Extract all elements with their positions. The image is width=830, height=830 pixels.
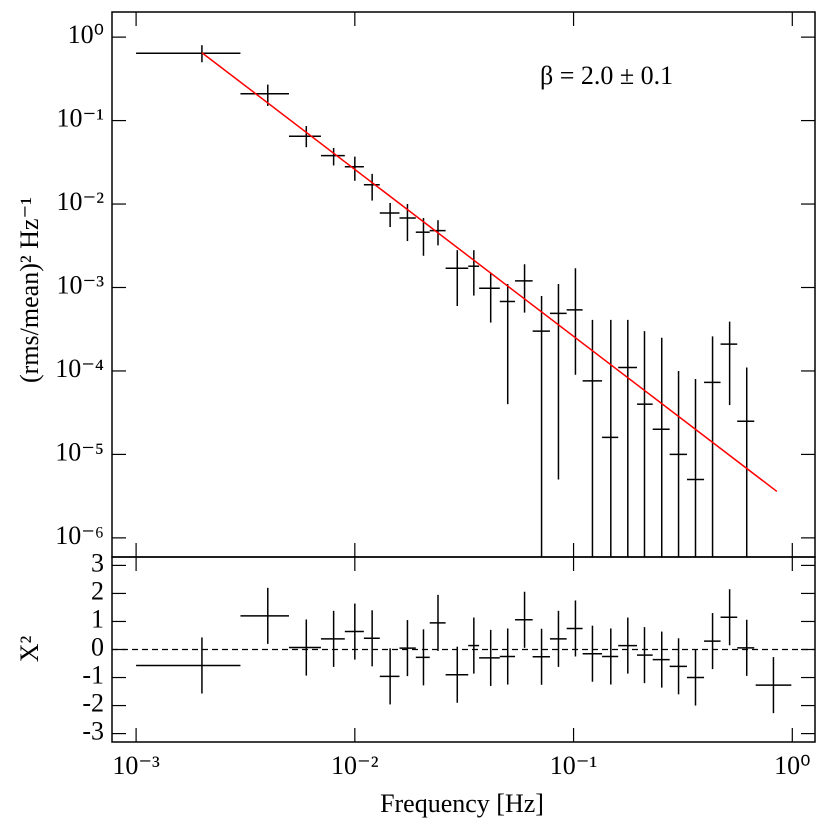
panel-frame [111, 11, 816, 558]
x-tick-label: 10⁻¹ [550, 751, 598, 780]
y-tick-label: 0 [91, 632, 104, 661]
y-tick-label: 10⁻¹ [56, 104, 104, 133]
y-tick-label: 3 [91, 548, 104, 577]
x-tick-label: 10⁻² [331, 751, 379, 780]
y-tick-label: -3 [82, 717, 104, 746]
y-tick-label: 10⁻⁶ [55, 521, 104, 550]
y-tick-label: -2 [82, 689, 104, 718]
y-tick-label: 1 [91, 604, 104, 633]
residual-axis-label: X² [15, 636, 44, 663]
x-tick-label: 10⁰ [774, 751, 810, 780]
annotation: β = 2.0 ± 0.1 [540, 61, 673, 90]
y-tick-label: -1 [82, 660, 104, 689]
y-tick-label: 10⁻⁴ [55, 354, 104, 383]
y-tick-label: 2 [91, 576, 104, 605]
x-tick-label: 10⁻³ [112, 751, 160, 780]
fit-line [201, 52, 778, 493]
y-tick-label: 10⁰ [68, 20, 104, 49]
y-tick-label: 10⁻⁵ [55, 437, 104, 466]
x-axis-label: Frequency [Hz] [380, 789, 544, 818]
y-tick-label: 10⁻³ [56, 270, 104, 299]
y-axis-label: (rms/mean)² Hz⁻¹ [15, 197, 44, 383]
y-tick-label: 10⁻² [56, 187, 104, 216]
